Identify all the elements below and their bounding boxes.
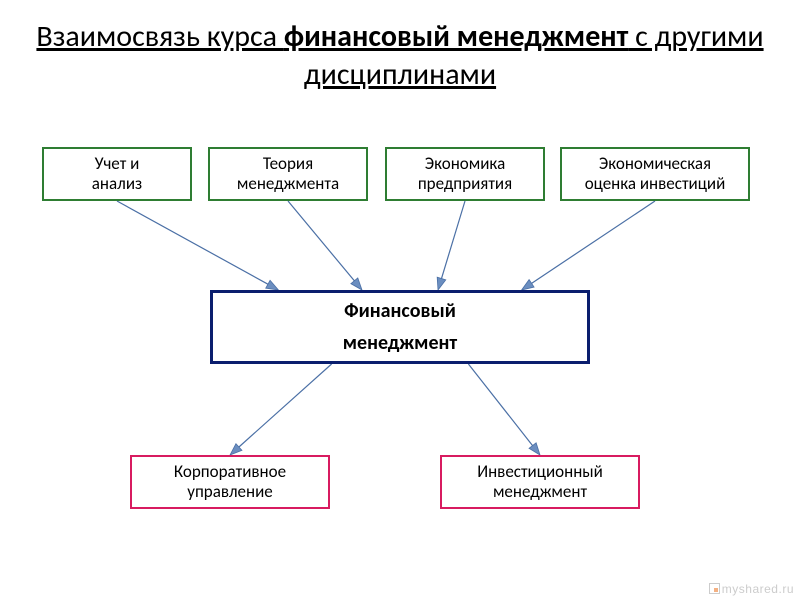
title-bold: финансовый менеджмент — [284, 18, 629, 55]
top-node-label: Экономика предприятия — [418, 154, 512, 195]
top-node-accounting-analysis: Учет и анализ — [42, 147, 192, 201]
top-node-investment-valuation: Экономическая оценка инвестиций — [560, 147, 750, 201]
slide-title: Взаимосвязь курса финансовый менеджмент … — [30, 18, 770, 93]
bottom-node-label: Корпоративное управление — [174, 462, 286, 503]
bottom-node-label: Инвестиционный менеджмент — [477, 462, 603, 503]
title-last: дисциплинами — [304, 56, 496, 93]
bottom-node-investment-management: Инвестиционный менеджмент — [440, 455, 640, 509]
center-node-label: Финансовый менеджмент — [343, 295, 457, 359]
title-pre: Взаимосвязь курса — [36, 18, 283, 55]
center-node-financial-management: Финансовый менеджмент — [210, 290, 590, 364]
top-node-label: Теория менеджмента — [237, 154, 339, 195]
top-node-management-theory: Теория менеджмента — [208, 147, 368, 201]
top-node-label: Учет и анализ — [92, 154, 142, 195]
title-mid: с другими — [628, 18, 763, 55]
watermark: myshared.ru — [709, 582, 794, 596]
top-node-enterprise-economics: Экономика предприятия — [385, 147, 545, 201]
top-node-label: Экономическая оценка инвестиций — [585, 154, 726, 195]
bottom-node-corporate-governance: Корпоративное управление — [130, 455, 330, 509]
